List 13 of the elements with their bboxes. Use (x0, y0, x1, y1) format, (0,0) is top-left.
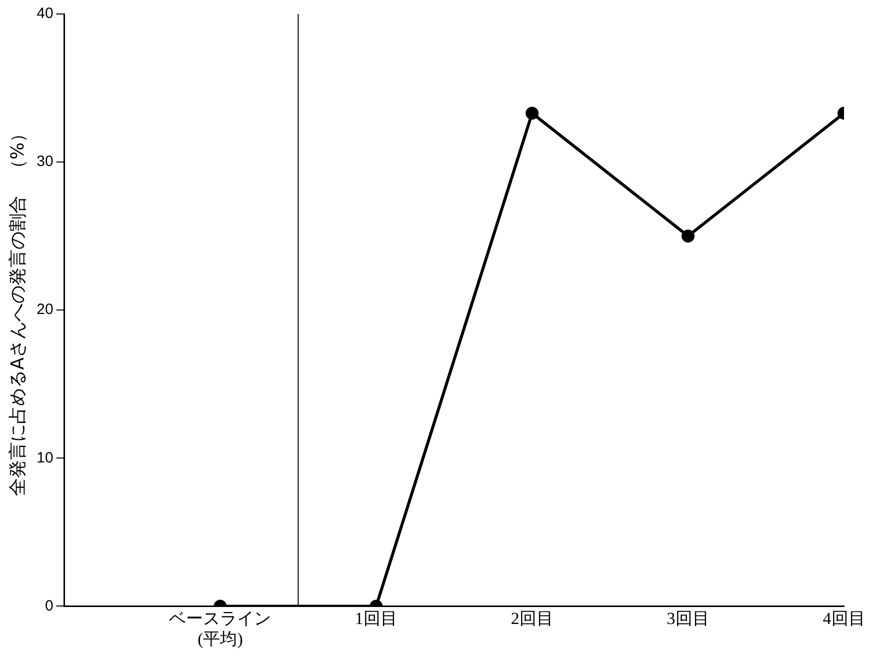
point (682, 230, 695, 243)
x-tick-label: 2回目 (510, 608, 554, 628)
x-tick-label: 4回目 (822, 608, 866, 628)
point (526, 106, 539, 120)
x-tick-label: ベースライン (平均) (169, 608, 272, 648)
y-tick-label: 0 (44, 597, 54, 614)
x-tick-label: 3回目 (666, 608, 710, 628)
y-tick-label: 10 (36, 449, 54, 466)
y-axis-title: 全発言に占めるAさんへの発言の割合 （%） (7, 124, 28, 496)
y-tick-label: 30 (36, 153, 54, 170)
y-tick-label: 40 (36, 5, 54, 22)
y-tick-label: 20 (36, 301, 54, 318)
x-tick-label: 1回目 (354, 608, 398, 628)
